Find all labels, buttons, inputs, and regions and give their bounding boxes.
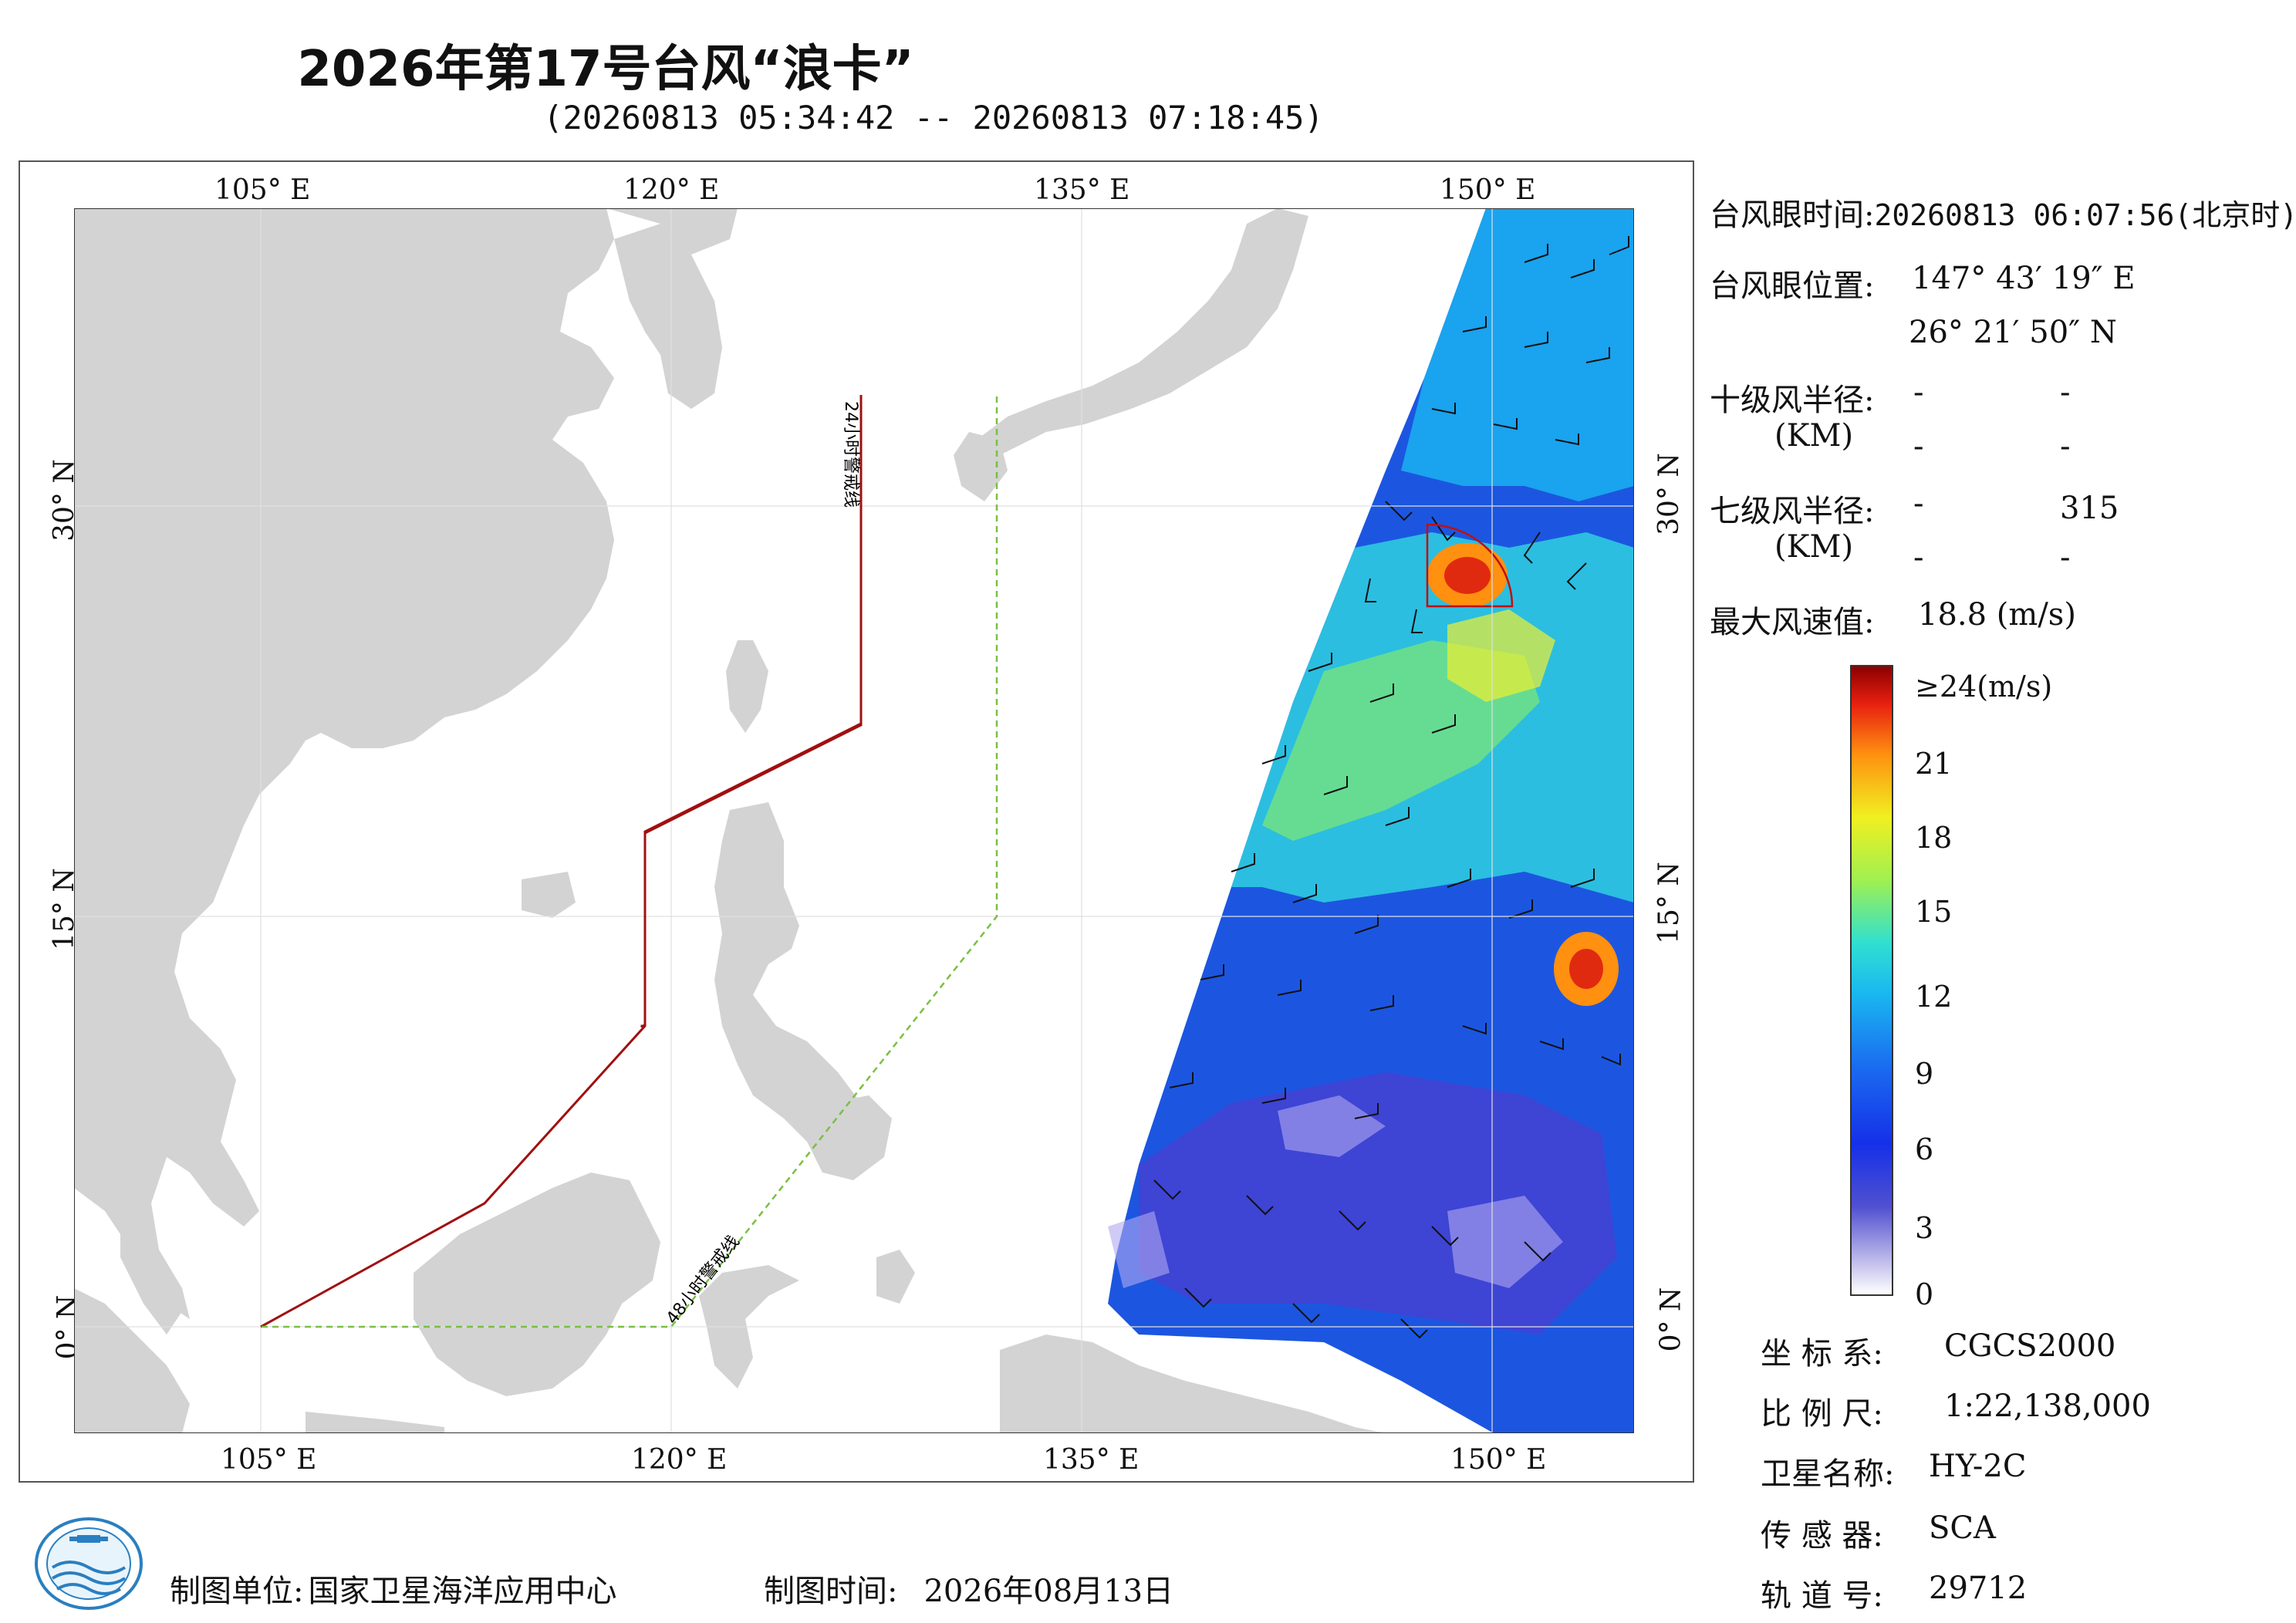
r10-label: 十级风半径: bbox=[1710, 383, 1875, 418]
satellite-label: 卫星名称: bbox=[1761, 1456, 1895, 1492]
r7-v2: 315 bbox=[2060, 491, 2119, 526]
r7-label: 七级风半径: bbox=[1710, 494, 1875, 529]
r10-v3: - bbox=[1913, 429, 1924, 464]
land-new-guinea bbox=[1000, 1335, 1386, 1433]
map-canvas: 24小时警戒线 48小时警戒线 bbox=[74, 208, 1634, 1433]
r7-v4: - bbox=[2060, 540, 2071, 575]
sensor-value: SCA bbox=[1929, 1510, 1996, 1546]
land-philippines bbox=[714, 802, 876, 1180]
colorbar-label-3: 3 bbox=[1915, 1211, 1934, 1245]
lon-tick-bottom-135: 135° E bbox=[1043, 1444, 1140, 1476]
max-wind-value: 18.8 (m/s) bbox=[1918, 597, 2076, 633]
crs-value: CGCS2000 bbox=[1944, 1328, 2116, 1364]
lon-tick-bottom-120: 120° E bbox=[631, 1444, 728, 1476]
map-subtitle: (20260813 05:34:42 -- 20260813 07:18:45) bbox=[543, 99, 1324, 137]
lon-tick-top-120: 120° E bbox=[623, 174, 720, 206]
land-halmahera bbox=[876, 1250, 915, 1304]
land-taiwan bbox=[726, 640, 768, 733]
eye-time-value: 20260813 06:07:56(北京时) bbox=[1874, 198, 2296, 232]
r7-v3: - bbox=[1913, 540, 1924, 575]
footer-date: 制图时间: 2026年08月13日 bbox=[764, 1566, 1173, 1611]
lon-tick-bottom-105: 105° E bbox=[221, 1444, 317, 1476]
land-hainan bbox=[522, 872, 576, 918]
colorbar-label-0: 0 bbox=[1915, 1277, 1934, 1311]
footer-date-label: 制图时间: bbox=[764, 1574, 898, 1609]
r10-unit: (KM) bbox=[1774, 418, 1854, 454]
max-wind-label: 最大风速值: bbox=[1710, 605, 1875, 640]
map-title: 2026年第17号台风“浪卡” bbox=[297, 41, 914, 98]
crs-label: 坐 标 系: bbox=[1761, 1336, 1883, 1372]
r7-unit: (KM) bbox=[1774, 529, 1854, 565]
warning-line-24h-label: 24小时警戒线 bbox=[841, 401, 860, 508]
wind-swath bbox=[1108, 208, 1634, 1433]
scale-label: 比 例 尺: bbox=[1761, 1396, 1883, 1432]
wind-speed-colorbar bbox=[1850, 665, 1893, 1296]
land-mainland-asia bbox=[74, 208, 614, 1319]
eye-lat-value: 26° 21′ 50″ N bbox=[1909, 315, 2117, 350]
colorbar-label-9: 9 bbox=[1915, 1057, 1934, 1091]
colorbar-label-15: 15 bbox=[1915, 895, 1953, 929]
land-japan-kyushu bbox=[954, 432, 1008, 501]
lon-tick-top-105: 105° E bbox=[214, 174, 311, 206]
eye-lon-value: 147° 43′ 19″ E bbox=[1912, 261, 2136, 296]
lon-tick-top-135: 135° E bbox=[1034, 174, 1130, 206]
r10-v1: - bbox=[1913, 375, 1924, 410]
land-java bbox=[306, 1412, 444, 1433]
orbit-label: 轨 道 号: bbox=[1761, 1578, 1883, 1614]
footer-org-value: 国家卫星海洋应用中心 bbox=[308, 1574, 617, 1609]
footer-date-value: 2026年08月13日 bbox=[923, 1574, 1174, 1609]
lon-tick-top-150: 150° E bbox=[1440, 174, 1536, 206]
land-malay-peninsula bbox=[120, 1211, 182, 1335]
footer-org-label: 制图单位: bbox=[170, 1574, 304, 1609]
lat-tick-right-0: 0° N bbox=[1655, 1287, 1687, 1352]
warning-line-24h-main bbox=[260, 396, 863, 1328]
lat-tick-right-15: 15° N bbox=[1653, 862, 1685, 944]
colorbar-label-21: 21 bbox=[1915, 747, 1953, 781]
colorbar-label-12: 12 bbox=[1915, 980, 1953, 1014]
colorbar-label-24: ≥24(m/s) bbox=[1915, 670, 2053, 704]
land-japan bbox=[977, 208, 1308, 463]
land-sulawesi bbox=[699, 1265, 799, 1388]
warning-line-48h bbox=[261, 396, 998, 1328]
eye-time-row: 台风眼时间:20260813 06:07:56(北京时) bbox=[1710, 190, 2296, 235]
graticule bbox=[74, 208, 1634, 1433]
r7-v1: - bbox=[1913, 486, 1924, 521]
sensor-label: 传 感 器: bbox=[1761, 1518, 1883, 1554]
r10-v2: - bbox=[2060, 375, 2071, 410]
land-korea-north bbox=[606, 208, 738, 255]
orbit-value: 29712 bbox=[1929, 1571, 2028, 1606]
colorbar-label-6: 6 bbox=[1915, 1132, 1934, 1166]
land-mindanao bbox=[830, 1095, 892, 1180]
scale-value: 1:22,138,000 bbox=[1944, 1388, 2151, 1424]
eye-pos-label: 台风眼位置: bbox=[1710, 268, 1875, 304]
nsoas-logo-icon bbox=[35, 1517, 143, 1610]
lon-tick-bottom-150: 150° E bbox=[1450, 1444, 1547, 1476]
r10-v4: - bbox=[2060, 429, 2071, 464]
satellite-value: HY-2C bbox=[1929, 1449, 2027, 1484]
colorbar-label-18: 18 bbox=[1915, 821, 1953, 855]
land-borneo bbox=[414, 1173, 660, 1396]
land-sumatra bbox=[74, 1288, 190, 1433]
lat-tick-right-30: 30° N bbox=[1653, 453, 1685, 535]
eye-time-label: 台风眼时间: bbox=[1710, 197, 1875, 233]
land-korea bbox=[614, 224, 722, 409]
footer-org: 制图单位: 国家卫星海洋应用中心 bbox=[170, 1566, 616, 1611]
